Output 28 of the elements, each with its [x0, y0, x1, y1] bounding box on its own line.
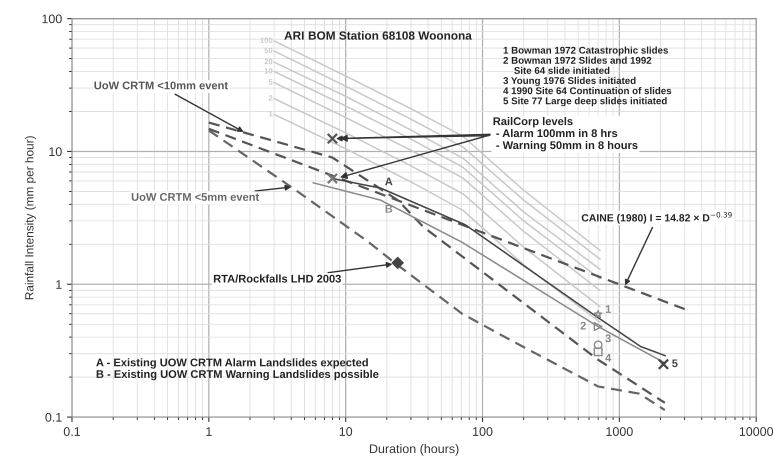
- series-label: 2: [580, 322, 586, 330]
- x-tick-label: 100: [473, 427, 492, 436]
- y-tick-label: 100: [42, 14, 62, 24]
- annotation: ARI: [284, 32, 304, 40]
- series-label: 3: [605, 334, 611, 342]
- text: BOM Station 68108 Woonona: [308, 31, 472, 40]
- y-tick-label: 0.1: [45, 412, 62, 422]
- series-label: 1: [606, 305, 611, 313]
- y-tick-label: 1: [56, 280, 62, 289]
- x-tick-label: 10000: [740, 427, 774, 436]
- y-tick-label: 10: [49, 147, 62, 156]
- x-tick-label: 1000: [606, 427, 633, 436]
- annotation: 1 Bowman 1972 Catastrophic slides 2 Bowman 1972 Slides and 1992 Site 64 slide initiated 3 Young 1976 Slides initiated 4 1990 Site 64 Continuation of slides 5 Site 77 Large deep slides initiated: [503, 46, 672, 106]
- annotation: UoW CRTM <5mm event: [132, 193, 260, 201]
- y-axis-title: Rainfall Intensity (mm per hour): [24, 136, 36, 300]
- series-label: B: [386, 204, 392, 213]
- series-label: 4: [605, 354, 612, 362]
- annotation: CAINE (1980) I = 14.82 × D$^{−0.39}$: [582, 212, 732, 224]
- x-tick-label: 0.1: [64, 427, 80, 436]
- annotation: UoW CRTM <10mm event: [94, 81, 228, 90]
- annotation: RailCorp levels - Alarm 100mm in 8 hrs - Warning 50mm in 8 hours: [494, 117, 638, 152]
- series-label: A: [385, 178, 392, 186]
- annotation: A - Existing UOW CRTM Alarm Landslides expected B - Existing UOW CRTM Warning Landslides possible: [96, 358, 378, 380]
- annotation: RTA/Rockfalls LHD 2003: [214, 274, 341, 283]
- x-tick-label: 1: [206, 427, 212, 436]
- x-axis-title: Duration (hours): [370, 444, 458, 456]
- series-label: 5: [672, 359, 678, 368]
- x-tick-label: 10: [340, 427, 352, 436]
